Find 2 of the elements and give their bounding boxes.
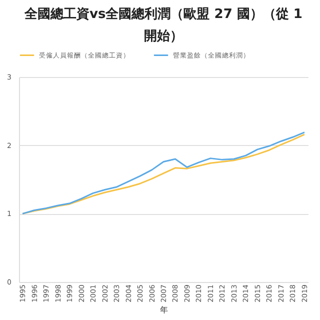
x-axis-title: 年 bbox=[160, 305, 168, 314]
chart-title: 全國總工資vs全國總利潤（歐盟 27 國）（從 1開始） bbox=[24, 6, 302, 44]
